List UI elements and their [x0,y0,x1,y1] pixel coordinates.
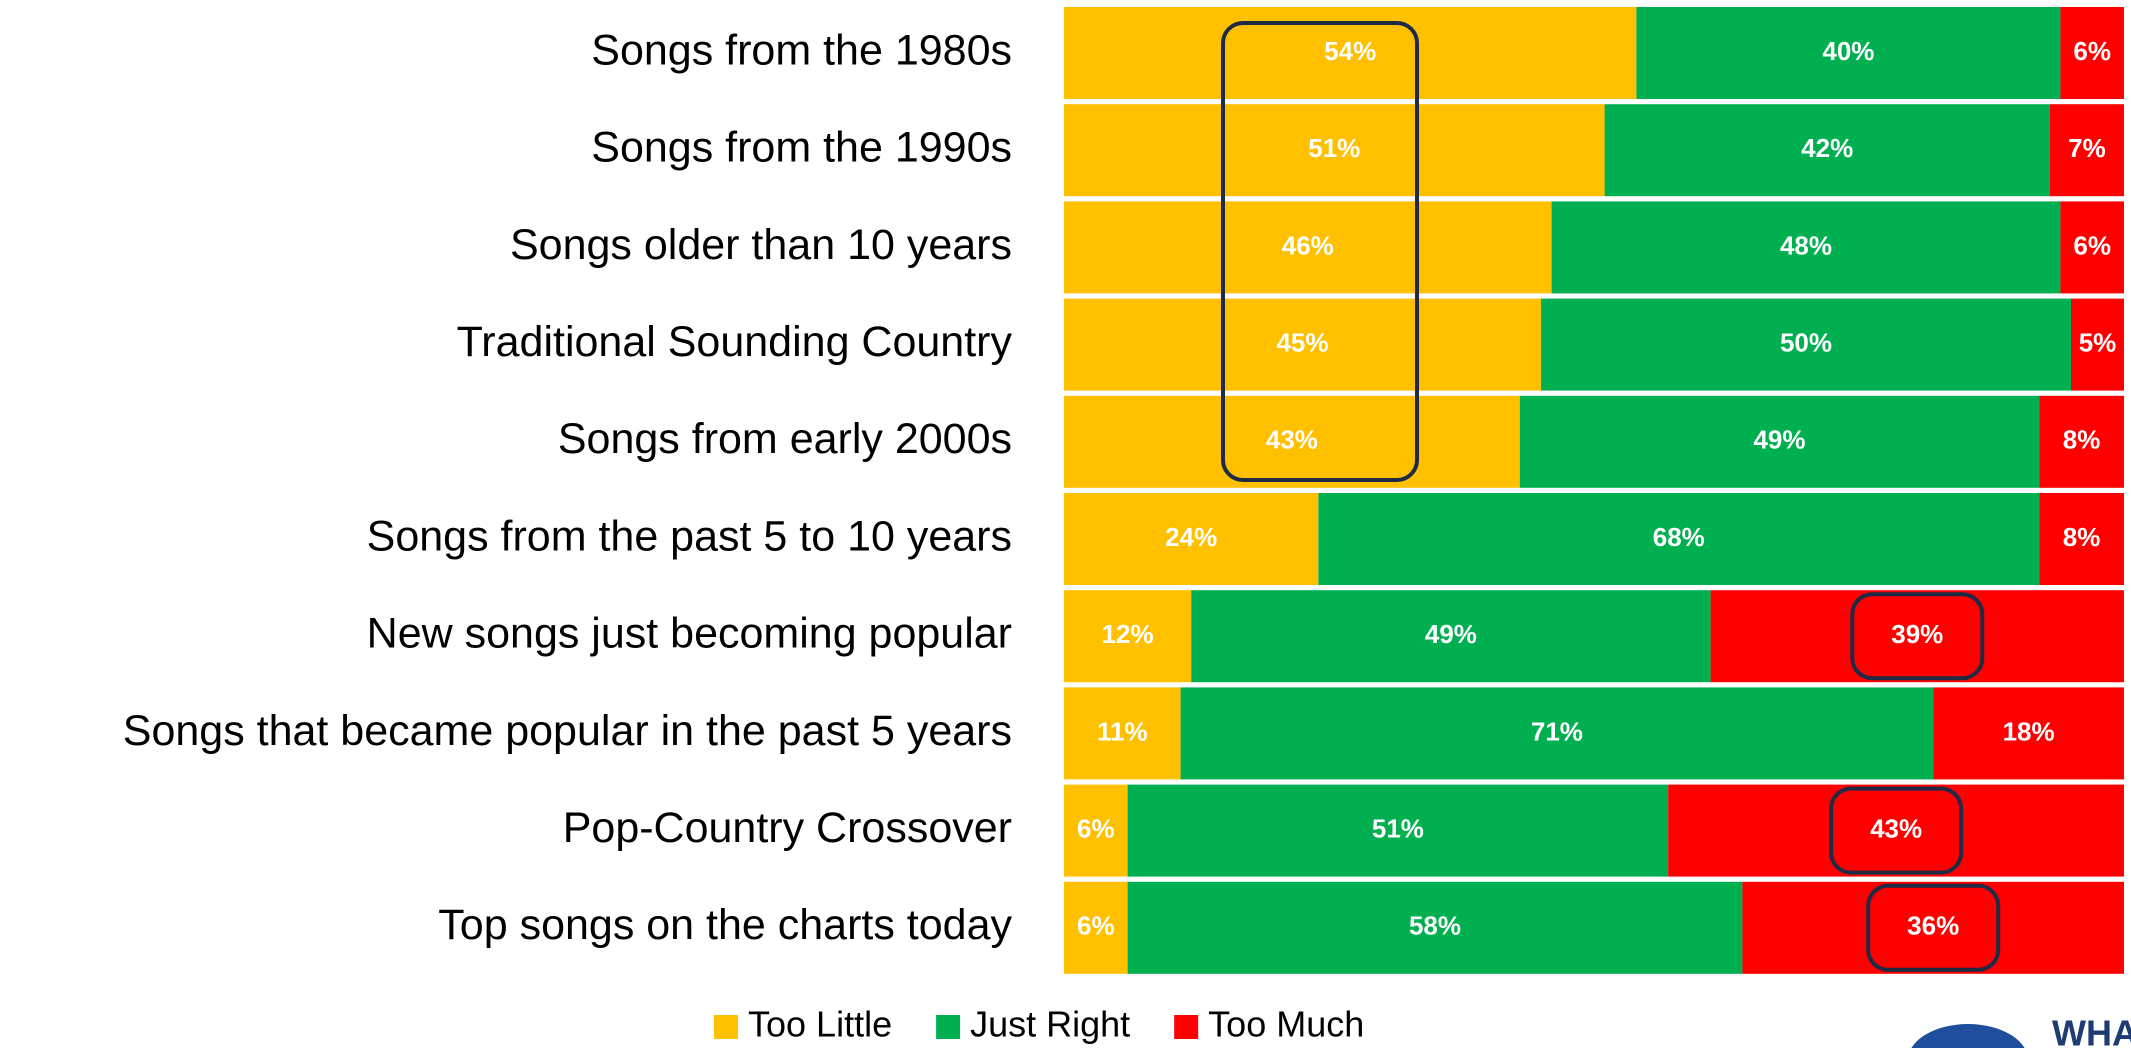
highlight-box [1829,786,1964,875]
logo-icon [1911,1024,2025,1048]
bar-segment [2049,104,2124,197]
bar-segment [1604,104,2050,197]
bar-segment [2039,493,2124,585]
value-label: 54% [1324,36,1376,66]
value-label: 71% [1531,716,1583,746]
bar-segment [1551,201,2061,294]
value-label: 11% [1097,716,1148,746]
highlight-box [1866,883,2001,972]
legend-label: Just Right [970,1004,1130,1045]
value-label: 46% [1282,230,1334,260]
bar-segment [1064,881,1128,974]
bar-segment [1064,784,1128,877]
bar-segment [1064,201,1552,294]
bar-segment [2071,298,2124,391]
value-label: 58% [1409,911,1461,941]
bar-segment [1064,104,1605,197]
bar-segment [2039,395,2124,488]
bar-segment [2060,201,2124,294]
bar-segment [1191,590,1711,683]
category-label: Songs from the 1990s [591,124,1012,172]
bar-segment [2060,7,2124,99]
value-label: 12% [1102,619,1154,649]
bar-segment [1636,7,2061,99]
category-label: Traditional Sounding Country [457,318,1013,366]
bar-segment [1064,395,1520,488]
value-label: 42% [1801,133,1853,163]
value-label: 43% [1870,813,1922,843]
bar-segment [1064,298,1541,391]
value-label: 36% [1907,911,1959,941]
value-label: 40% [1822,36,1874,66]
value-label: 5% [2079,327,2117,357]
value-label: 8% [2063,522,2101,552]
bar-segment [1541,298,2071,391]
legend-label: Too Much [1208,1004,1364,1045]
value-label: 24% [1165,522,1217,552]
highlight-box [1221,21,1419,482]
bar-segment [1064,493,1319,585]
category-label: Songs from the 1980s [591,26,1012,74]
legend-swatch [936,1015,961,1039]
bar-segment [1710,590,2124,683]
value-label: 51% [1372,813,1424,843]
value-label: 49% [1753,425,1805,455]
value-label: 43% [1266,425,1318,455]
value-label: 6% [2073,230,2111,260]
bar-segment [1064,687,1181,780]
bar-segment [1742,881,2124,974]
value-label: 8% [2063,425,2101,455]
value-label: 50% [1780,327,1832,357]
bar-segment [1180,687,1934,780]
value-label: 7% [2068,133,2106,163]
category-label: Top songs on the charts today [438,901,1012,949]
category-label: Songs from the past 5 to 10 years [367,512,1012,560]
bar-segment [1318,493,2040,585]
value-label: 6% [1077,813,1115,843]
value-label: 48% [1780,230,1832,260]
category-label: Songs from early 2000s [558,415,1012,463]
value-label: 39% [1891,619,1943,649]
bar-segment [1064,590,1192,683]
value-label: 45% [1276,327,1328,357]
category-label: Songs that became popular in the past 5 … [123,707,1012,755]
bar-segment [1668,784,2124,877]
value-label: 18% [2003,716,2055,746]
legend-swatch [1174,1015,1199,1039]
bar-segment [1127,881,1743,974]
bar-segment [1127,784,1669,877]
bar-segment [1519,395,2040,488]
logo-text: WHA [2052,1013,2131,1048]
legend-label: Too Little [748,1004,892,1045]
category-label: Songs older than 10 years [510,221,1012,269]
bar-segment [1933,687,2124,780]
category-label: New songs just becoming popular [367,610,1012,658]
value-label: 49% [1425,619,1477,649]
category-label: Pop-Country Crossover [563,804,1012,852]
value-label: 6% [2073,36,2111,66]
value-label: 68% [1653,522,1705,552]
value-label: 6% [1077,911,1115,941]
value-label: 51% [1308,133,1360,163]
legend-swatch [714,1015,738,1039]
highlight-box [1850,592,1985,681]
